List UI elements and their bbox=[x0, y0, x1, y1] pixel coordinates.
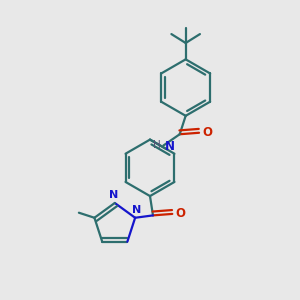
Text: O: O bbox=[176, 207, 186, 220]
Text: N: N bbox=[109, 190, 118, 200]
Text: N: N bbox=[165, 140, 175, 153]
Text: H: H bbox=[153, 140, 161, 150]
Text: N: N bbox=[132, 205, 141, 215]
Text: O: O bbox=[202, 126, 213, 139]
